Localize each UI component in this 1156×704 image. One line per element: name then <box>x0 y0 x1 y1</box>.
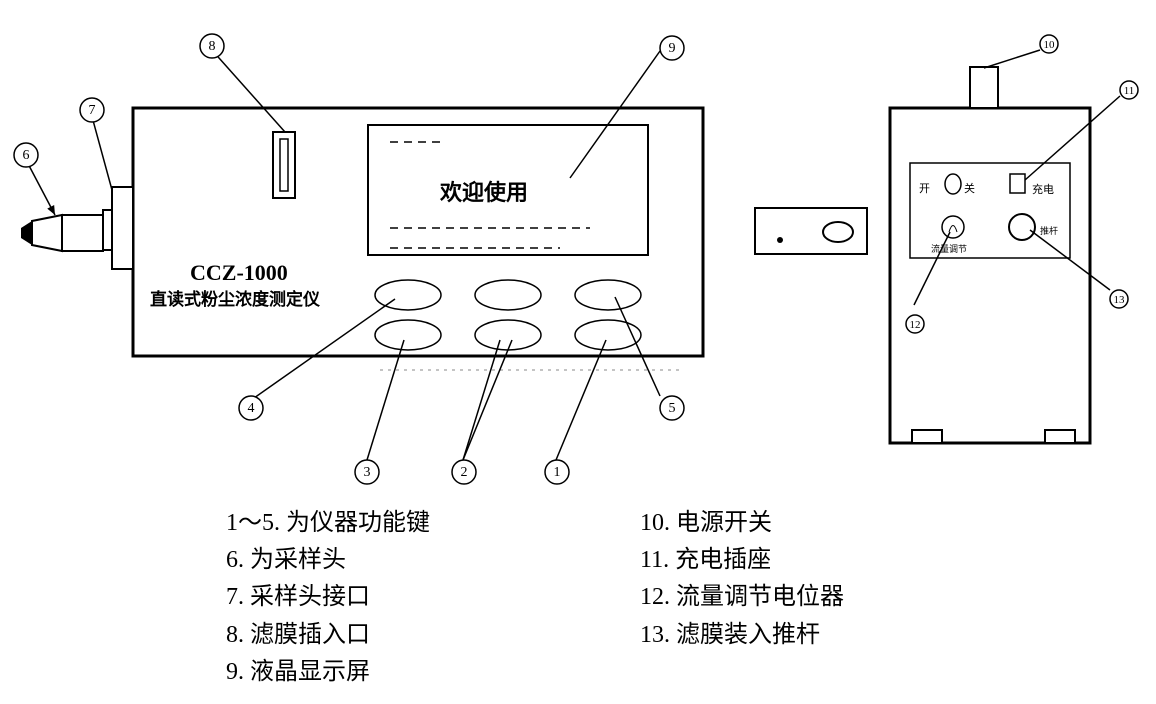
legend-left: 1～5. 为仪器功能键6. 为采样头7. 采样头接口8. 滤膜插入口9. 液晶显… <box>226 505 430 691</box>
svg-text:8: 8 <box>209 39 216 54</box>
legend-line: 10. 电源开关 <box>640 505 844 542</box>
legend-line: 13. 滤膜装入推杆 <box>640 617 844 654</box>
legend-line: 7. 采样头接口 <box>226 579 430 616</box>
svg-text:开: 开 <box>919 183 930 195</box>
legend-line: 12. 流量调节电位器 <box>640 579 844 616</box>
legend-line: 9. 液晶显示屏 <box>226 654 430 691</box>
legend-line: 11. 充电插座 <box>640 542 844 579</box>
svg-text:5: 5 <box>669 401 676 416</box>
svg-text:欢迎使用: 欢迎使用 <box>439 180 528 205</box>
legend-line: 8. 滤膜插入口 <box>226 617 430 654</box>
legend-right: 10. 电源开关11. 充电插座12. 流量调节电位器13. 滤膜装入推杆 <box>640 505 844 654</box>
svg-text:关: 关 <box>964 181 975 195</box>
svg-text:1: 1 <box>554 465 561 480</box>
svg-text:12: 12 <box>910 319 921 331</box>
svg-text:6: 6 <box>23 148 30 163</box>
legend-line: 6. 为采样头 <box>226 542 430 579</box>
legend-line: 1～5. 为仪器功能键 <box>226 505 430 542</box>
svg-text:10: 10 <box>1044 39 1056 51</box>
svg-text:3: 3 <box>364 465 371 480</box>
svg-text:7: 7 <box>89 103 96 118</box>
instrument-diagram: 欢迎使用 CCZ-1000 直读式粉尘浓度测定仪 开 关 充电流量调节 推杆 6 7 8 9 4 3 2 1… <box>0 0 1156 704</box>
svg-text:推杆: 推杆 <box>1040 225 1058 236</box>
svg-text:充电: 充电 <box>1032 182 1054 196</box>
svg-text:4: 4 <box>248 401 255 416</box>
svg-text:13: 13 <box>1114 294 1126 306</box>
svg-text:9: 9 <box>669 41 676 56</box>
svg-text:CCZ-1000: CCZ-1000 <box>190 260 288 285</box>
svg-text:11: 11 <box>1124 85 1135 97</box>
svg-text:流量调节: 流量调节 <box>931 243 967 254</box>
svg-text:2: 2 <box>461 465 468 480</box>
svg-text:直读式粉尘浓度测定仪: 直读式粉尘浓度测定仪 <box>150 289 321 309</box>
